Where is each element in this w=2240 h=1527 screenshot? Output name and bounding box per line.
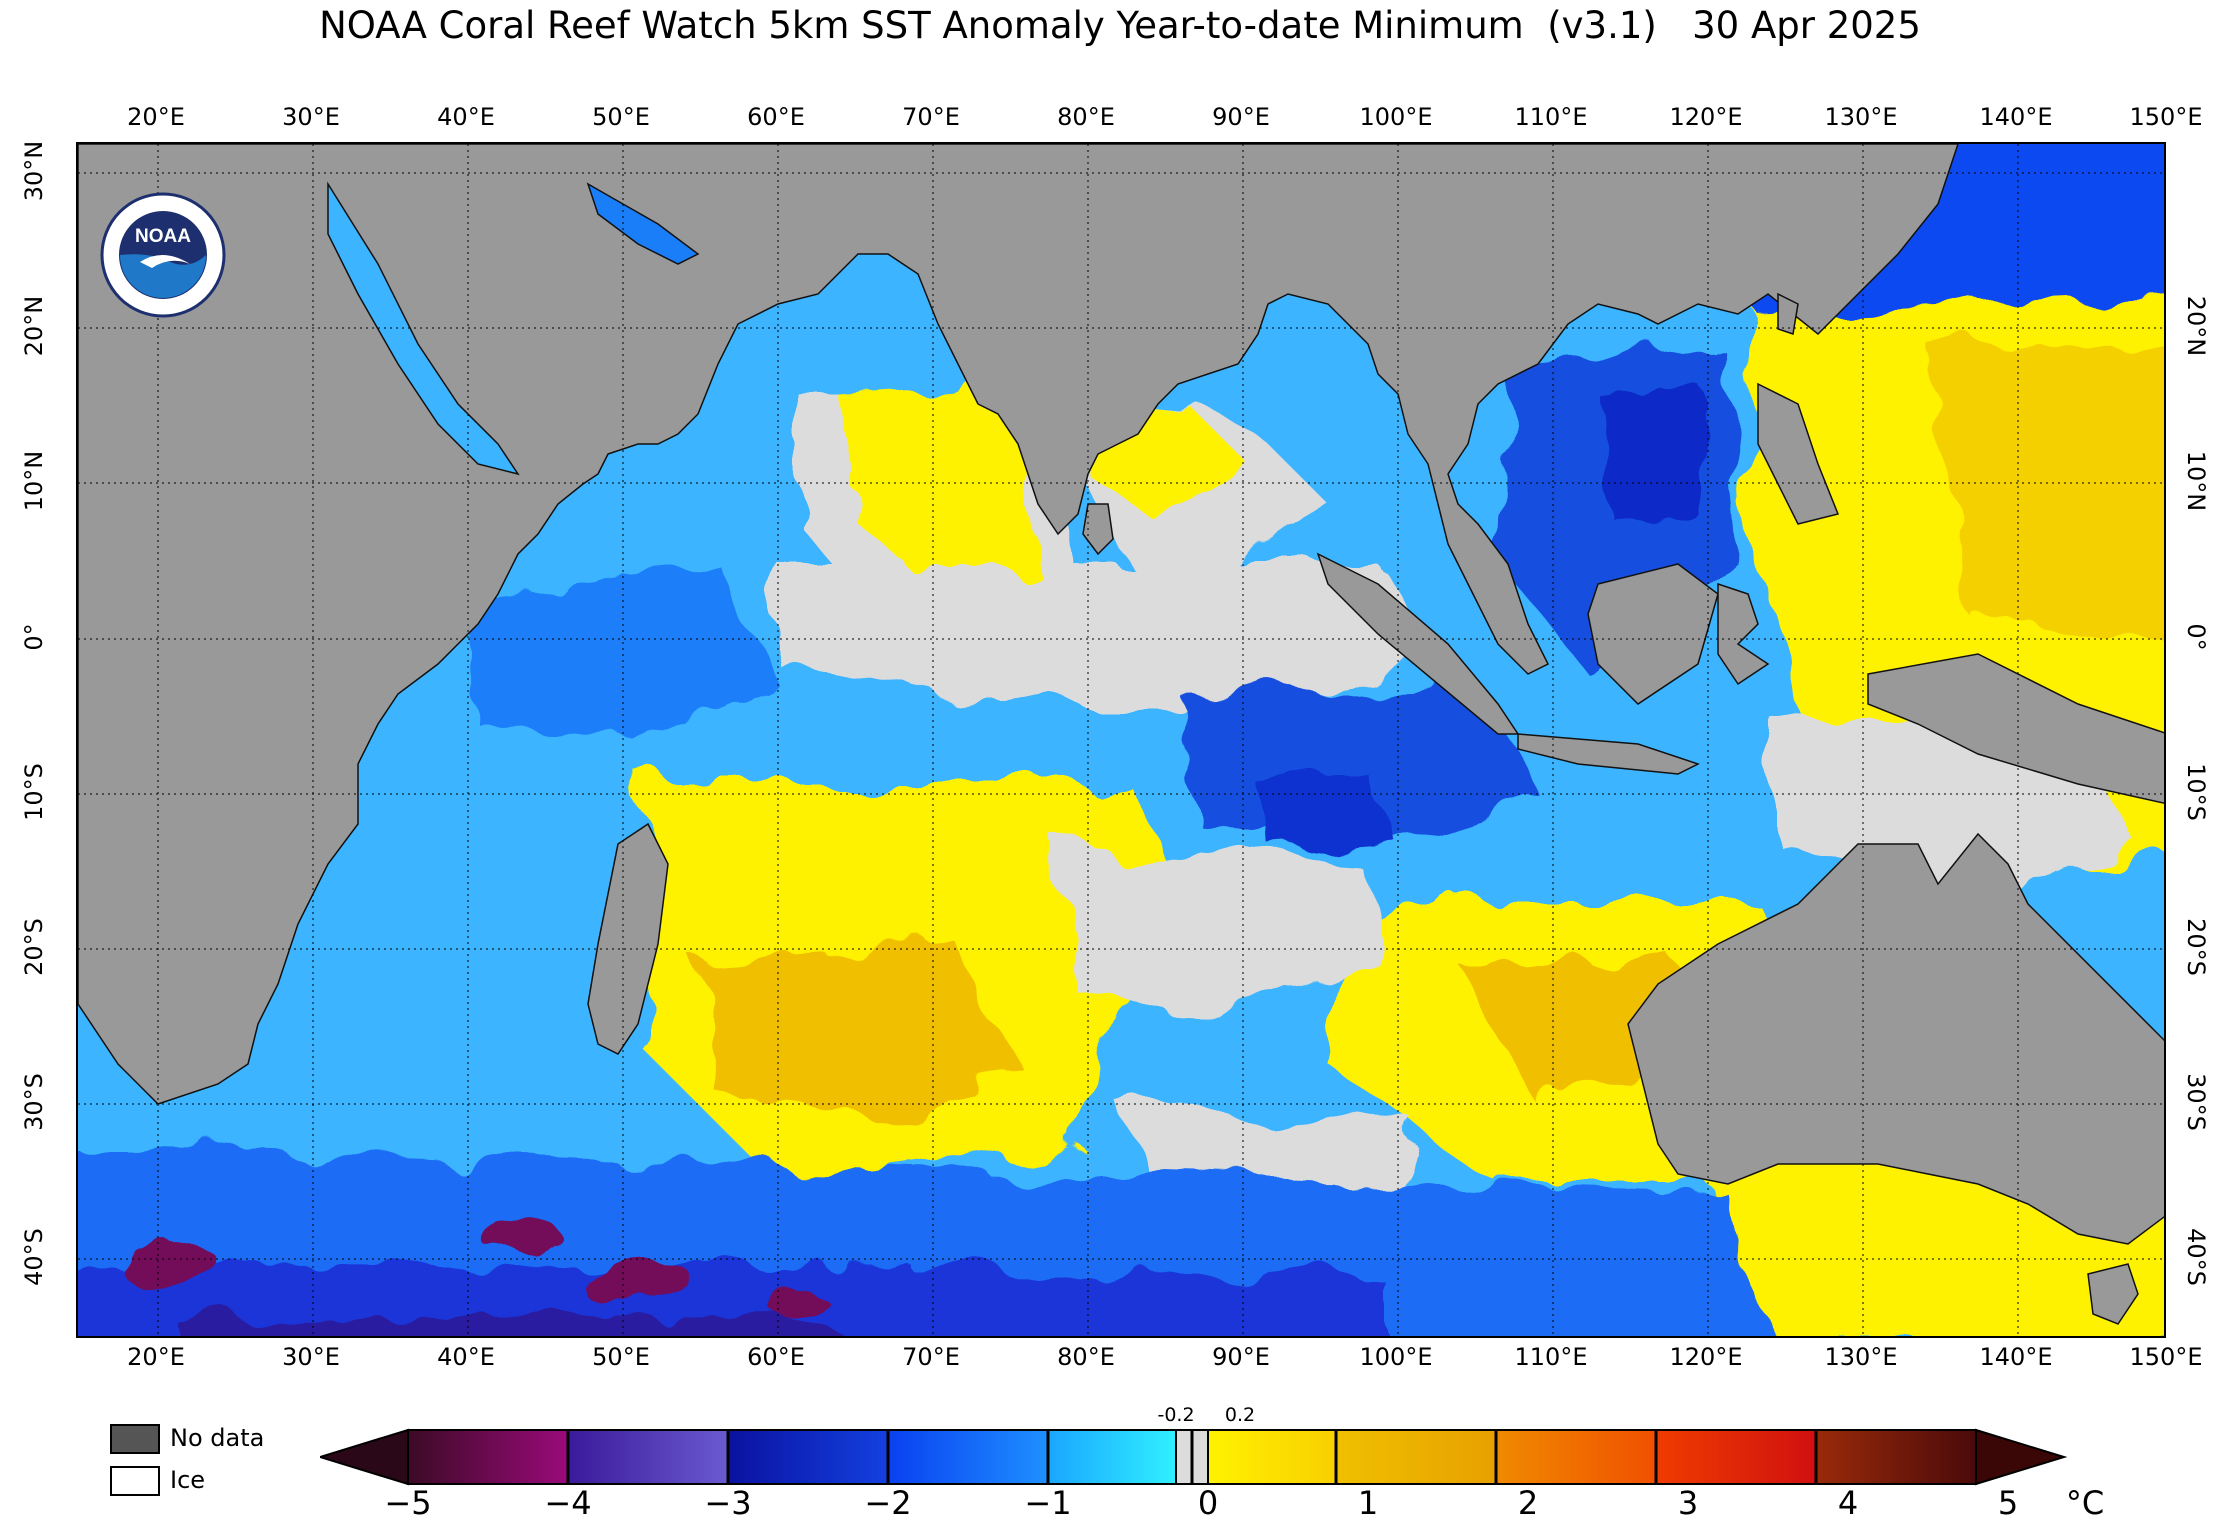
lon-label: 120°E bbox=[1669, 1343, 1743, 1371]
colorbar-segment bbox=[408, 1430, 568, 1484]
colorbar-segment bbox=[1656, 1430, 1816, 1484]
lat-label: 20°N bbox=[20, 295, 48, 357]
lon-label: 150°E bbox=[2129, 1343, 2203, 1371]
colorbar-segment bbox=[1496, 1430, 1656, 1484]
sst-anomaly-map bbox=[76, 142, 2166, 1338]
colorbar-tick-label: −2 bbox=[864, 1484, 912, 1522]
lat-label: 40°S bbox=[2182, 1228, 2210, 1286]
lon-label: 100°E bbox=[1359, 103, 1433, 131]
lon-label: 20°E bbox=[127, 1343, 185, 1371]
lon-label: 150°E bbox=[2129, 103, 2203, 131]
colorbar-tick-label: 1 bbox=[1357, 1484, 1379, 1522]
lon-label: 130°E bbox=[1824, 1343, 1898, 1371]
ice-label: Ice bbox=[170, 1466, 206, 1494]
colorbar-segment bbox=[1336, 1430, 1496, 1484]
colorbar-segment bbox=[728, 1430, 888, 1484]
ice-swatch bbox=[110, 1466, 160, 1496]
colorbar-segment bbox=[1048, 1430, 1176, 1484]
lat-label: 30°S bbox=[20, 1073, 48, 1131]
lon-label: 30°E bbox=[282, 1343, 340, 1371]
lon-label: 90°E bbox=[1212, 1343, 1270, 1371]
lon-label: 40°E bbox=[437, 1343, 495, 1371]
colorbar-tick-label: −4 bbox=[544, 1484, 592, 1522]
lat-label: 20°S bbox=[2182, 918, 2210, 976]
colorbar-tick-label: 2 bbox=[1517, 1484, 1539, 1522]
lon-label: 110°E bbox=[1514, 103, 1588, 131]
colorbar-tick-label: −1 bbox=[1024, 1484, 1072, 1522]
colorbar-segment bbox=[888, 1430, 1048, 1484]
lon-label: 80°E bbox=[1057, 103, 1115, 131]
lon-label: 20°E bbox=[127, 103, 185, 131]
colorbar-tick-label: −3 bbox=[704, 1484, 752, 1522]
lon-label: 40°E bbox=[437, 103, 495, 131]
lat-label: 30°N bbox=[20, 140, 48, 202]
map-canvas bbox=[78, 144, 2164, 1336]
lat-label: 10°N bbox=[20, 450, 48, 512]
colorbar-min-arrow bbox=[320, 1428, 409, 1486]
colorbar-tick-label: 3 bbox=[1677, 1484, 1699, 1522]
colorbar-segment bbox=[1816, 1430, 1976, 1484]
colorbar-segment bbox=[568, 1430, 728, 1484]
lon-label: 50°E bbox=[592, 103, 650, 131]
lon-label: 60°E bbox=[747, 103, 805, 131]
lon-label: 140°E bbox=[1979, 1343, 2053, 1371]
lat-label: 10°S bbox=[20, 763, 48, 821]
colorbar-tick-label: −5 bbox=[384, 1484, 432, 1522]
noaa-logo-text: NOAA bbox=[135, 226, 191, 247]
lon-label: 60°E bbox=[747, 1343, 805, 1371]
lon-label: 30°E bbox=[282, 103, 340, 131]
lon-label: 70°E bbox=[902, 1343, 960, 1371]
land-masses bbox=[78, 144, 2164, 1325]
colorbar-neutral-high-label: 0.2 bbox=[1224, 1404, 1256, 1426]
lon-label: 120°E bbox=[1669, 103, 1743, 131]
colorbar-tick-label: 0 bbox=[1197, 1484, 1219, 1522]
lon-label: 70°E bbox=[902, 103, 960, 131]
lon-label: 50°E bbox=[592, 1343, 650, 1371]
lon-label: 110°E bbox=[1514, 1343, 1588, 1371]
lat-label: 10°N bbox=[2182, 450, 2210, 512]
lat-label: 0° bbox=[20, 623, 48, 651]
no-data-swatch bbox=[110, 1424, 160, 1454]
noaa-logo: NOAA bbox=[100, 192, 226, 318]
colorbar-tick-label: 4 bbox=[1837, 1484, 1859, 1522]
colorbar-neutral-low-label: -0.2 bbox=[1157, 1404, 1195, 1426]
colorbar bbox=[320, 1428, 2068, 1486]
colorbar-tick-label: 5 bbox=[1997, 1484, 2019, 1522]
lon-label: 140°E bbox=[1979, 103, 2053, 131]
lon-label: 90°E bbox=[1212, 103, 1270, 131]
lat-label: 30°S bbox=[2182, 1073, 2210, 1131]
graticule bbox=[78, 144, 2164, 1336]
colorbar-segment bbox=[1208, 1430, 1336, 1484]
lon-label: 100°E bbox=[1359, 1343, 1433, 1371]
colorbar-unit-label: °C bbox=[2065, 1484, 2105, 1522]
colorbar-max-arrow bbox=[1975, 1428, 2068, 1486]
lon-label: 130°E bbox=[1824, 103, 1898, 131]
lat-label: 40°S bbox=[20, 1228, 48, 1286]
lon-label: 80°E bbox=[1057, 1343, 1115, 1371]
map-title: NOAA Coral Reef Watch 5km SST Anomaly Ye… bbox=[319, 4, 1921, 47]
lat-label: 20°S bbox=[20, 918, 48, 976]
lat-label: 20°N bbox=[2182, 295, 2210, 357]
lat-label: 0° bbox=[2182, 623, 2210, 651]
no-data-label: No data bbox=[170, 1424, 265, 1452]
lat-label: 10°S bbox=[2182, 763, 2210, 821]
